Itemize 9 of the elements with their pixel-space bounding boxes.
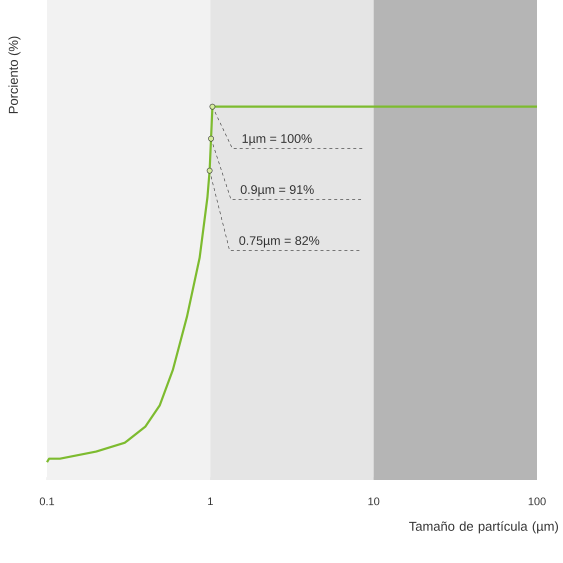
annotation: 1µm = 100% (242, 134, 312, 146)
y-axis-title: Porciento (%) (8, 36, 20, 114)
x-tick-label: 1 (208, 498, 213, 506)
x-tick-label: 100 (528, 498, 546, 506)
annotation: 0.9µm = 91% (240, 185, 314, 196)
x-tick-label: 0.1 (40, 498, 54, 506)
x-axis-title: Tamaño de partícula (µm) (409, 521, 558, 534)
annotation: 0.75µm = 82% (239, 236, 320, 248)
x-tick-label: 10 (368, 498, 380, 506)
